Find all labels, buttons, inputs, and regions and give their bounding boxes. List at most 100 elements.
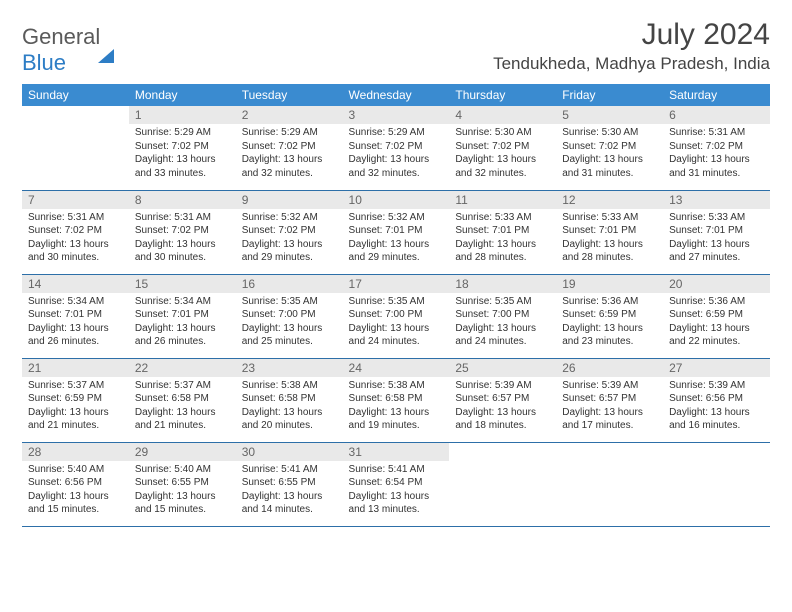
calendar-week-row: 7Sunrise: 5:31 AMSunset: 7:02 PMDaylight… xyxy=(22,190,770,274)
weekday-header: Sunday xyxy=(22,84,129,106)
day-details: Sunrise: 5:35 AMSunset: 7:00 PMDaylight:… xyxy=(449,293,556,353)
logo-sail-icon xyxy=(98,24,114,63)
day-details: Sunrise: 5:31 AMSunset: 7:02 PMDaylight:… xyxy=(22,209,129,269)
calendar-day-cell: 1Sunrise: 5:29 AMSunset: 7:02 PMDaylight… xyxy=(129,106,236,190)
weekday-header: Thursday xyxy=(449,84,556,106)
day-number: 28 xyxy=(22,443,129,461)
calendar-day-cell: 26Sunrise: 5:39 AMSunset: 6:57 PMDayligh… xyxy=(556,358,663,442)
calendar-day-cell: 30Sunrise: 5:41 AMSunset: 6:55 PMDayligh… xyxy=(236,442,343,526)
day-details: Sunrise: 5:39 AMSunset: 6:57 PMDaylight:… xyxy=(449,377,556,437)
day-details: Sunrise: 5:37 AMSunset: 6:58 PMDaylight:… xyxy=(129,377,236,437)
calendar-day-cell: 12Sunrise: 5:33 AMSunset: 7:01 PMDayligh… xyxy=(556,190,663,274)
calendar-day-cell: 31Sunrise: 5:41 AMSunset: 6:54 PMDayligh… xyxy=(343,442,450,526)
day-number: 10 xyxy=(343,191,450,209)
day-details: Sunrise: 5:29 AMSunset: 7:02 PMDaylight:… xyxy=(236,124,343,184)
calendar-day-cell: .. xyxy=(22,106,129,190)
weekday-header: Tuesday xyxy=(236,84,343,106)
calendar-day-cell: 3Sunrise: 5:29 AMSunset: 7:02 PMDaylight… xyxy=(343,106,450,190)
day-number: 16 xyxy=(236,275,343,293)
day-details: Sunrise: 5:41 AMSunset: 6:55 PMDaylight:… xyxy=(236,461,343,521)
calendar-day-cell: 19Sunrise: 5:36 AMSunset: 6:59 PMDayligh… xyxy=(556,274,663,358)
day-details: Sunrise: 5:33 AMSunset: 7:01 PMDaylight:… xyxy=(556,209,663,269)
calendar-table: SundayMondayTuesdayWednesdayThursdayFrid… xyxy=(22,84,770,527)
day-details: Sunrise: 5:36 AMSunset: 6:59 PMDaylight:… xyxy=(663,293,770,353)
day-number: 14 xyxy=(22,275,129,293)
calendar-day-cell: 27Sunrise: 5:39 AMSunset: 6:56 PMDayligh… xyxy=(663,358,770,442)
logo: General Blue xyxy=(22,24,114,76)
day-number: 21 xyxy=(22,359,129,377)
logo-word-general: General xyxy=(22,24,100,49)
day-details: Sunrise: 5:38 AMSunset: 6:58 PMDaylight:… xyxy=(343,377,450,437)
day-details: Sunrise: 5:32 AMSunset: 7:01 PMDaylight:… xyxy=(343,209,450,269)
day-number: 5 xyxy=(556,106,663,124)
weekday-header: Saturday xyxy=(663,84,770,106)
calendar-week-row: ..1Sunrise: 5:29 AMSunset: 7:02 PMDaylig… xyxy=(22,106,770,190)
day-number: 23 xyxy=(236,359,343,377)
calendar-day-cell: 20Sunrise: 5:36 AMSunset: 6:59 PMDayligh… xyxy=(663,274,770,358)
day-details: Sunrise: 5:33 AMSunset: 7:01 PMDaylight:… xyxy=(449,209,556,269)
day-number: 7 xyxy=(22,191,129,209)
calendar-day-cell: 8Sunrise: 5:31 AMSunset: 7:02 PMDaylight… xyxy=(129,190,236,274)
calendar-day-cell: 22Sunrise: 5:37 AMSunset: 6:58 PMDayligh… xyxy=(129,358,236,442)
day-number: 15 xyxy=(129,275,236,293)
weekday-header: Monday xyxy=(129,84,236,106)
day-number: 13 xyxy=(663,191,770,209)
day-details: Sunrise: 5:29 AMSunset: 7:02 PMDaylight:… xyxy=(129,124,236,184)
month-year: July 2024 xyxy=(493,18,770,52)
day-number: 11 xyxy=(449,191,556,209)
logo-text: General Blue xyxy=(22,24,114,76)
calendar-header-row: SundayMondayTuesdayWednesdayThursdayFrid… xyxy=(22,84,770,106)
calendar-day-cell: 16Sunrise: 5:35 AMSunset: 7:00 PMDayligh… xyxy=(236,274,343,358)
day-number: 22 xyxy=(129,359,236,377)
weekday-header: Wednesday xyxy=(343,84,450,106)
calendar-body: ..1Sunrise: 5:29 AMSunset: 7:02 PMDaylig… xyxy=(22,106,770,526)
day-details: Sunrise: 5:41 AMSunset: 6:54 PMDaylight:… xyxy=(343,461,450,521)
calendar-day-cell: 25Sunrise: 5:39 AMSunset: 6:57 PMDayligh… xyxy=(449,358,556,442)
day-details: Sunrise: 5:37 AMSunset: 6:59 PMDaylight:… xyxy=(22,377,129,437)
day-details: Sunrise: 5:33 AMSunset: 7:01 PMDaylight:… xyxy=(663,209,770,269)
day-number: 27 xyxy=(663,359,770,377)
day-number: 26 xyxy=(556,359,663,377)
calendar-day-cell: 23Sunrise: 5:38 AMSunset: 6:58 PMDayligh… xyxy=(236,358,343,442)
day-details: Sunrise: 5:39 AMSunset: 6:57 PMDaylight:… xyxy=(556,377,663,437)
day-details: Sunrise: 5:31 AMSunset: 7:02 PMDaylight:… xyxy=(129,209,236,269)
day-number: 2 xyxy=(236,106,343,124)
day-number: 1 xyxy=(129,106,236,124)
calendar-day-cell: 29Sunrise: 5:40 AMSunset: 6:55 PMDayligh… xyxy=(129,442,236,526)
calendar-day-cell: 7Sunrise: 5:31 AMSunset: 7:02 PMDaylight… xyxy=(22,190,129,274)
calendar-day-cell: .. xyxy=(556,442,663,526)
day-number: 20 xyxy=(663,275,770,293)
calendar-day-cell: 5Sunrise: 5:30 AMSunset: 7:02 PMDaylight… xyxy=(556,106,663,190)
calendar-week-row: 14Sunrise: 5:34 AMSunset: 7:01 PMDayligh… xyxy=(22,274,770,358)
day-number: 25 xyxy=(449,359,556,377)
calendar-day-cell: 11Sunrise: 5:33 AMSunset: 7:01 PMDayligh… xyxy=(449,190,556,274)
day-number: 9 xyxy=(236,191,343,209)
day-details: Sunrise: 5:40 AMSunset: 6:56 PMDaylight:… xyxy=(22,461,129,521)
calendar-day-cell: 18Sunrise: 5:35 AMSunset: 7:00 PMDayligh… xyxy=(449,274,556,358)
calendar-day-cell: 10Sunrise: 5:32 AMSunset: 7:01 PMDayligh… xyxy=(343,190,450,274)
day-details: Sunrise: 5:38 AMSunset: 6:58 PMDaylight:… xyxy=(236,377,343,437)
day-number: 17 xyxy=(343,275,450,293)
day-details: Sunrise: 5:29 AMSunset: 7:02 PMDaylight:… xyxy=(343,124,450,184)
day-number: 3 xyxy=(343,106,450,124)
day-number: 8 xyxy=(129,191,236,209)
calendar-day-cell: .. xyxy=(663,442,770,526)
day-details: Sunrise: 5:34 AMSunset: 7:01 PMDaylight:… xyxy=(129,293,236,353)
day-details: Sunrise: 5:34 AMSunset: 7:01 PMDaylight:… xyxy=(22,293,129,353)
day-details: Sunrise: 5:31 AMSunset: 7:02 PMDaylight:… xyxy=(663,124,770,184)
day-number: 30 xyxy=(236,443,343,461)
day-details: Sunrise: 5:35 AMSunset: 7:00 PMDaylight:… xyxy=(343,293,450,353)
day-details: Sunrise: 5:35 AMSunset: 7:00 PMDaylight:… xyxy=(236,293,343,353)
calendar-day-cell: 14Sunrise: 5:34 AMSunset: 7:01 PMDayligh… xyxy=(22,274,129,358)
logo-word-blue: Blue xyxy=(22,50,66,75)
day-details: Sunrise: 5:30 AMSunset: 7:02 PMDaylight:… xyxy=(556,124,663,184)
day-number: 6 xyxy=(663,106,770,124)
calendar-day-cell: 4Sunrise: 5:30 AMSunset: 7:02 PMDaylight… xyxy=(449,106,556,190)
day-details: Sunrise: 5:39 AMSunset: 6:56 PMDaylight:… xyxy=(663,377,770,437)
day-number: 4 xyxy=(449,106,556,124)
day-number: 24 xyxy=(343,359,450,377)
calendar-day-cell: 6Sunrise: 5:31 AMSunset: 7:02 PMDaylight… xyxy=(663,106,770,190)
calendar-day-cell: 17Sunrise: 5:35 AMSunset: 7:00 PMDayligh… xyxy=(343,274,450,358)
day-number: 18 xyxy=(449,275,556,293)
day-number: 31 xyxy=(343,443,450,461)
